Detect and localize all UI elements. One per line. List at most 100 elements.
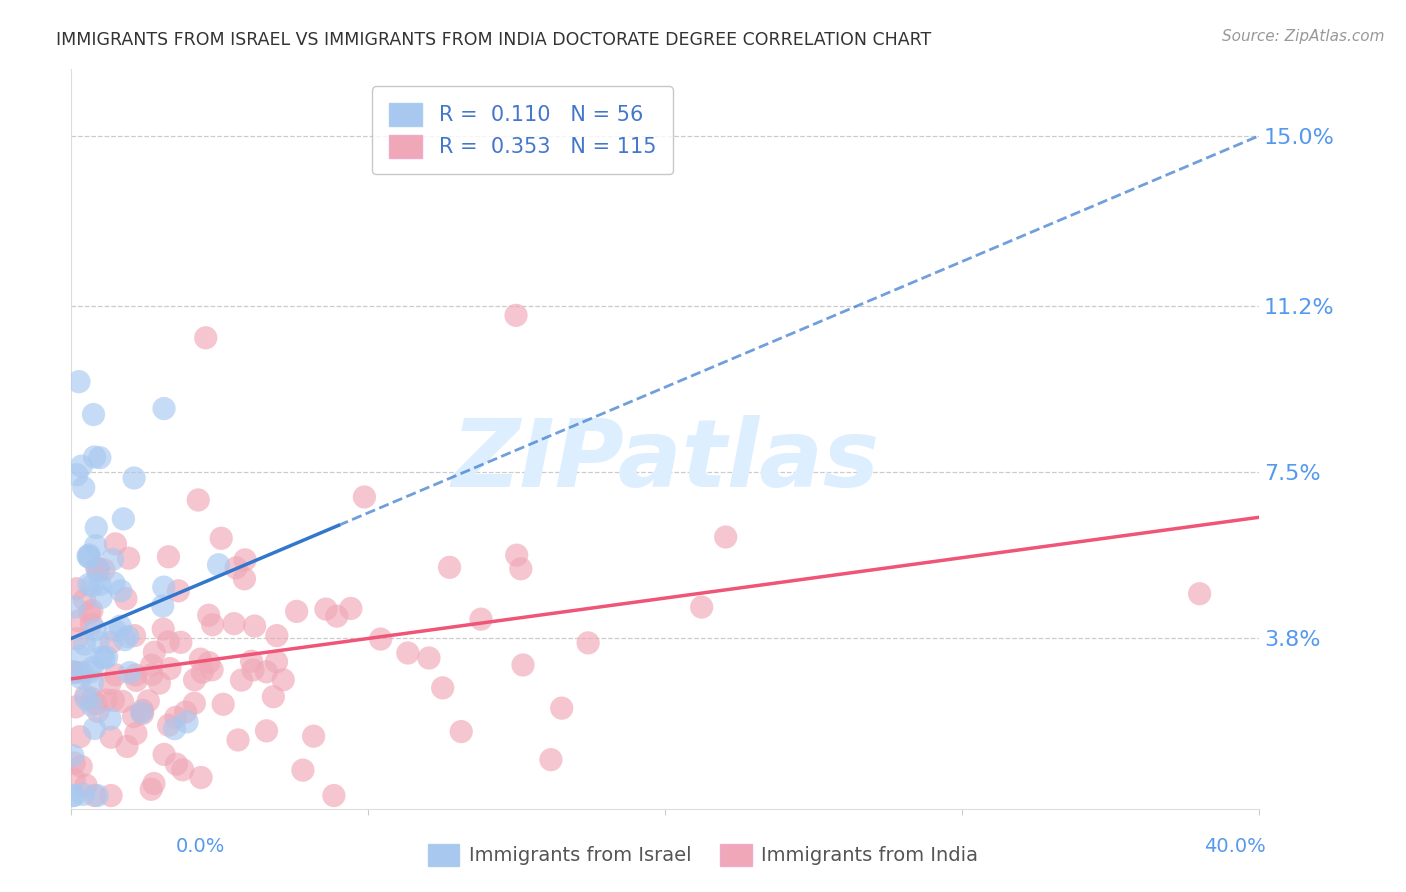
Point (470, 612, 492, 626)
Point (131, 703, 153, 717)
Point (142, 776, 165, 790)
Point (122, 709, 145, 723)
Point (1188, 587, 1211, 601)
Point (80, 698, 103, 713)
Point (201, 663, 224, 677)
Point (87, 564, 110, 578)
Point (165, 710, 187, 724)
Point (340, 601, 363, 615)
Point (176, 714, 198, 729)
Point (439, 560, 461, 574)
Point (66, 632, 89, 646)
Point (690, 600, 713, 615)
Point (114, 632, 136, 647)
Point (353, 490, 375, 504)
Point (315, 602, 337, 616)
Point (143, 645, 166, 659)
Point (67, 614, 90, 628)
Point (77, 549, 100, 564)
Point (62, 748, 84, 763)
Point (80, 579, 103, 593)
Point (242, 663, 264, 677)
Point (117, 630, 139, 644)
Point (73, 637, 96, 651)
Point (233, 553, 256, 567)
Point (505, 309, 527, 323)
Point (103, 693, 125, 707)
Point (104, 624, 127, 638)
Point (243, 619, 266, 633)
Point (141, 658, 163, 673)
Point (159, 662, 181, 676)
Point (63, 665, 86, 679)
Point (418, 651, 440, 665)
Point (190, 652, 212, 666)
Point (117, 551, 139, 566)
Point (125, 673, 148, 688)
Point (69, 730, 91, 744)
Point (103, 576, 125, 591)
Point (69, 671, 91, 685)
Point (73, 481, 96, 495)
Point (89, 577, 111, 591)
Point (84, 539, 107, 553)
Point (141, 782, 163, 797)
Point (96, 693, 118, 707)
Text: 0.0%: 0.0% (176, 838, 225, 856)
Point (93, 651, 115, 665)
Point (225, 561, 247, 575)
Point (80, 616, 103, 631)
Point (322, 789, 344, 803)
Point (285, 604, 308, 618)
Point (83, 789, 105, 803)
Point (65, 700, 87, 714)
Point (153, 580, 176, 594)
Point (226, 733, 249, 747)
Point (110, 583, 132, 598)
Point (256, 723, 278, 738)
Point (506, 548, 529, 562)
Point (100, 731, 122, 745)
Point (167, 583, 190, 598)
Point (65, 582, 87, 596)
Point (86, 789, 108, 803)
Point (110, 619, 132, 633)
Point (77, 548, 100, 562)
Point (100, 635, 122, 649)
Point (83, 722, 105, 736)
Point (112, 512, 135, 526)
Point (91, 650, 114, 665)
Point (111, 694, 134, 708)
Point (96, 650, 118, 665)
Text: ZIPatlas: ZIPatlas (451, 415, 879, 507)
Point (70, 459, 93, 474)
Point (153, 747, 176, 762)
Point (101, 552, 124, 566)
Point (63, 665, 86, 679)
Point (163, 722, 186, 736)
Point (157, 549, 180, 564)
Point (157, 718, 180, 732)
Point (63, 756, 86, 770)
Point (714, 530, 737, 544)
Point (131, 706, 153, 720)
Point (72, 788, 94, 802)
Point (266, 655, 288, 669)
Point (148, 676, 170, 690)
Point (79, 606, 101, 620)
Point (370, 632, 392, 646)
Point (79, 665, 101, 679)
Point (69, 649, 91, 664)
Point (136, 694, 159, 708)
Point (266, 629, 288, 643)
Point (190, 771, 212, 785)
Point (98, 712, 121, 726)
Point (82, 675, 104, 690)
Point (509, 562, 531, 576)
Point (115, 591, 138, 606)
Point (240, 654, 263, 668)
Point (124, 629, 146, 643)
Point (172, 763, 194, 777)
Point (84, 696, 107, 710)
Point (104, 537, 127, 551)
